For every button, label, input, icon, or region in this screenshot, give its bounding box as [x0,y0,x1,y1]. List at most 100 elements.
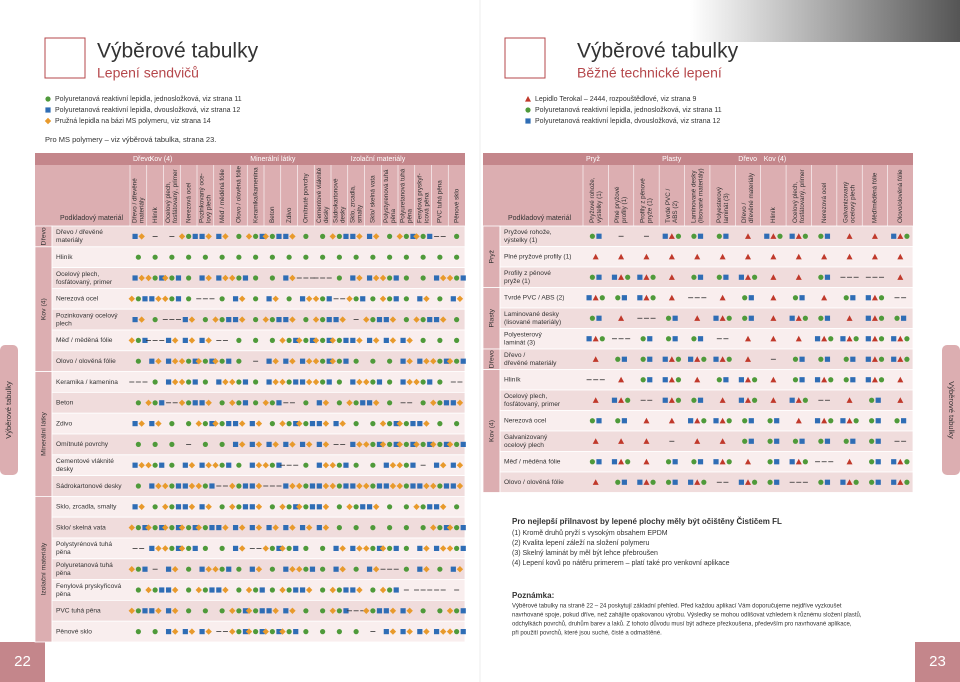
symbol [618,458,625,465]
symbol [202,421,208,427]
symbol [647,356,653,362]
symbol [135,337,141,343]
symbol [279,420,286,427]
symbol [694,253,701,260]
symbol [219,504,225,510]
row-label: pryže (1) [504,278,530,285]
symbol [238,295,246,302]
symbol [370,608,376,614]
row [51,225,466,248]
symbol [450,296,456,302]
column-label: desky [340,206,347,223]
column-group-label: Dřevo [133,156,152,163]
symbol [439,274,447,282]
symbol [423,566,430,573]
symbol [242,504,249,510]
row-group-label: Kov (4) [40,298,47,320]
symbol [716,377,722,383]
symbol [312,358,320,365]
symbol [293,504,299,510]
symbol [450,566,456,572]
symbol [279,503,286,510]
symbol [296,566,303,573]
symbol [152,629,158,635]
symbol [640,377,646,383]
symbol [286,504,292,510]
symbol [383,608,389,614]
symbol [818,479,824,485]
symbol [286,379,292,385]
symbol [454,358,460,364]
symbol [272,378,279,386]
symbol [186,358,192,364]
symbol [615,418,621,424]
column-group-label: Dřevo [738,156,757,163]
symbol [162,274,169,282]
row-group-label: Dřevo [40,227,47,245]
symbol [299,525,306,531]
symbol [339,316,346,323]
symbol [145,274,152,282]
symbol [283,441,289,447]
symbol [343,608,349,614]
symbol [229,503,236,510]
symbol [450,483,456,489]
symbol [865,377,871,383]
symbol [152,317,158,323]
symbol [745,356,751,362]
column-label: Sádrokartonové [333,178,340,223]
symbol [770,397,777,403]
symbol [437,400,443,406]
symbol [403,525,409,531]
symbol [774,459,780,465]
symbol [406,337,413,344]
symbol [821,417,828,424]
symbol [454,254,460,260]
symbol [182,483,188,489]
symbol [269,275,275,281]
symbol [387,587,393,593]
symbol [262,399,269,406]
symbol [460,441,466,447]
row-group-label: Dřevo [488,350,495,368]
column-label: desky [323,206,330,223]
symbol [406,358,413,365]
row-label: Ocelový plech, [504,393,547,400]
column-label: Polystyrenová tuhá [383,169,390,223]
symbol [437,379,443,385]
symbol [665,336,672,342]
symbol [236,587,242,593]
symbol [353,254,359,260]
header-label: Podkladový materiál [60,215,123,222]
symbol [132,504,138,510]
symbol [226,566,232,572]
symbol [840,479,846,485]
symbol [320,254,326,260]
symbol [242,608,249,614]
symbol [216,233,222,239]
symbol [212,420,219,427]
symbol [236,358,242,364]
symbol [389,482,397,490]
symbol [199,233,205,239]
symbol [182,504,188,510]
symbol [777,233,783,239]
symbol [219,296,225,302]
column-label: materiály [139,197,146,223]
symbol [350,483,356,489]
symbol [789,315,795,321]
symbol [366,400,373,406]
subtitle: Lepení sendvičů [97,65,199,81]
legend-text: Lepidlo Terokal – 2444, rozpouštědlové, … [535,96,696,103]
symbol [379,420,387,427]
symbol [162,295,169,302]
symbol [238,545,246,552]
column-label: Olovo/olověná fólie [897,169,904,223]
symbol [691,459,697,465]
symbol [276,462,282,468]
row-label: desky [56,466,74,473]
symbol [178,378,186,386]
symbol [283,608,289,614]
symbol [719,458,726,465]
symbol [336,608,342,614]
